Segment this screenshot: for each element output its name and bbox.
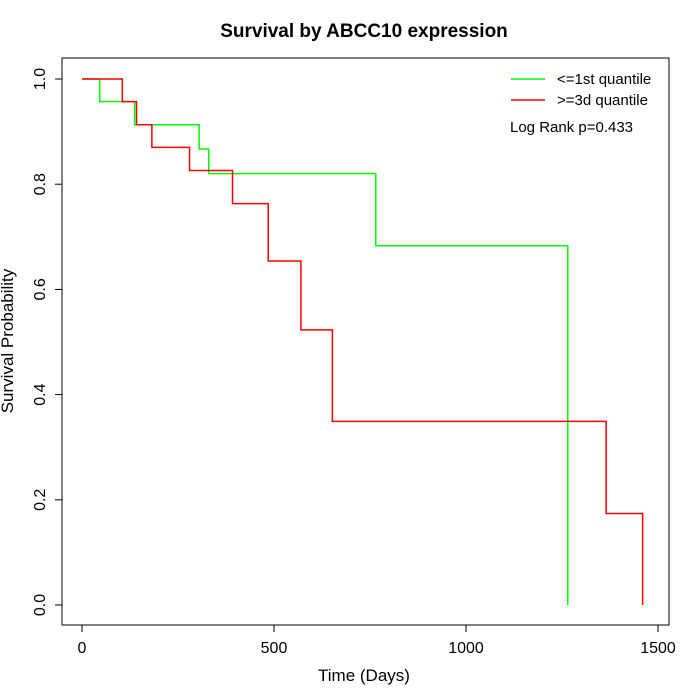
legend-label-high-quantile: >=3d quantile [557,92,648,109]
x-tick-label: 500 [261,640,288,657]
y-tick-label: 1.0 [32,68,49,90]
x-axis-label: Time (Days) [318,666,410,685]
survival-curve-low-quantile [82,78,569,605]
y-axis: 0.0 0.2 0.4 0.6 0.8 1.0 [32,68,63,616]
x-tick-label: 0 [78,640,87,657]
y-tick-label: 0.8 [32,173,49,195]
y-tick-label: 0.4 [32,383,49,405]
log-rank-annotation: Log Rank p=0.433 [510,119,633,136]
y-tick-label: 0.0 [32,594,49,616]
legend: <=1st quantile >=3d quantile [511,71,651,109]
x-axis: 0 500 1000 1500 [78,624,676,657]
y-axis-label: Survival Probability [0,268,17,413]
x-tick-label: 1000 [448,640,484,657]
x-tick-label: 1500 [640,640,676,657]
legend-label-low-quantile: <=1st quantile [557,71,651,88]
y-tick-label: 0.6 [32,278,49,300]
series-layer [82,78,644,605]
chart-title: Survival by ABCC10 expression [220,21,508,42]
plot-frame [61,57,670,626]
y-tick-label: 0.2 [32,489,49,511]
survival-curve-high-quantile [82,78,644,605]
